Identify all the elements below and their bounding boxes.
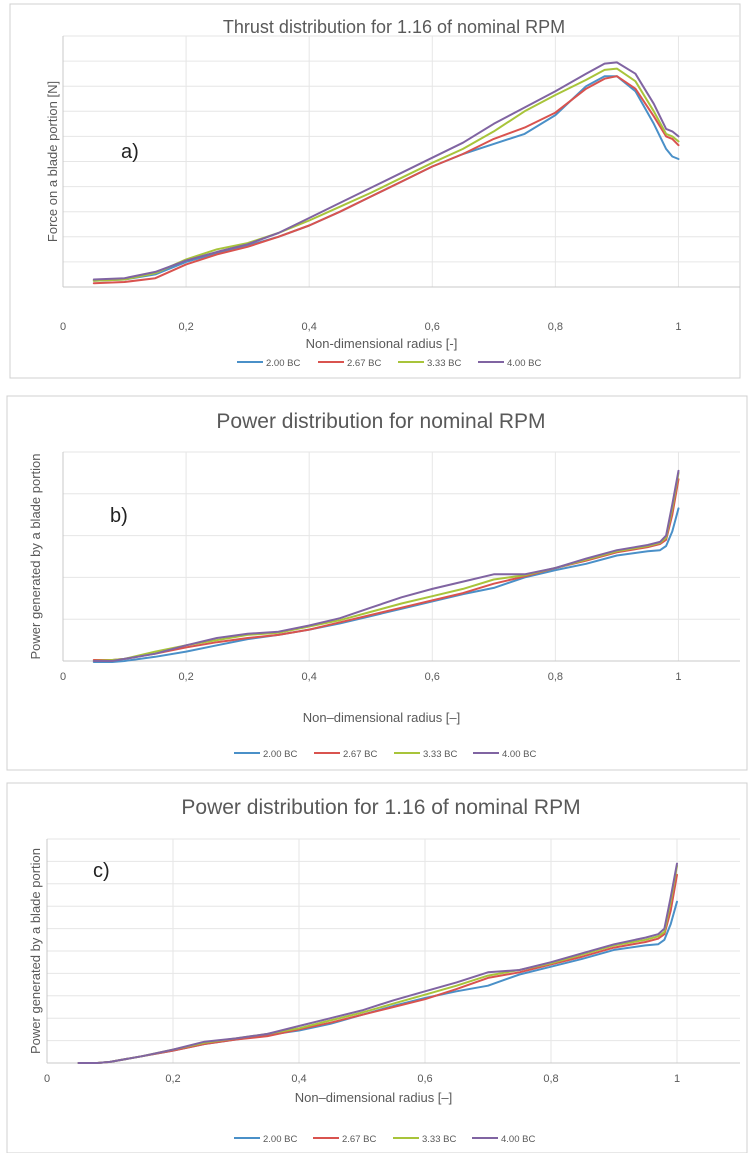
x-tick-label: 0,6: [425, 671, 440, 683]
series-line-4-00-bc: [92, 61, 680, 281]
x-tick-label: 0,2: [165, 1073, 180, 1085]
x-tick-label: 0,2: [178, 671, 193, 683]
series-line-3-33-bc: [92, 67, 680, 282]
series-line-4-00-bc: [77, 862, 678, 1064]
chart-panel-c: 0 0,2 0,4 0,6 0,8 1 Power distribution for 1.1…: [6, 782, 748, 1154]
x-tick-label: 1: [675, 321, 681, 333]
legend-label: 3.33 BC: [422, 1134, 456, 1145]
legend-label: 4.00 BC: [502, 749, 536, 760]
series-line-2-00-bc: [92, 507, 680, 663]
x-tick-label: 1: [675, 671, 681, 683]
y-axis-label: Power generated by a blade portion: [28, 454, 43, 660]
x-tick-label: 0,4: [302, 671, 317, 683]
legend-label: 2.00 BC: [263, 1134, 297, 1145]
chart-panel-a: 0 0,2 0,4 0,6 0,8 1 Thrust distribution for 1.…: [9, 3, 741, 379]
legend-label: 4.00 BC: [507, 358, 541, 369]
legend-label: 2.67 BC: [343, 749, 377, 760]
x-tick-label: 0,8: [543, 1073, 558, 1085]
series-line-4-00-bc: [92, 469, 680, 662]
x-tick-label: 0,8: [548, 321, 563, 333]
legend-label: 2.67 BC: [342, 1134, 376, 1145]
legend-label: 2.00 BC: [266, 358, 300, 369]
panel-label: b): [110, 505, 128, 527]
legend-label: 3.33 BC: [427, 358, 461, 369]
x-tick-label: 0,6: [425, 321, 440, 333]
x-tick-label: 0,2: [178, 321, 193, 333]
x-tick-label: 1: [674, 1073, 680, 1085]
x-axis-label: Non–dimensional radius [–]: [295, 1090, 453, 1105]
x-tick-label: 0: [60, 321, 66, 333]
x-tick-label: 0,4: [291, 1073, 306, 1085]
chart-panel-b: 0 0,2 0,4 0,6 0,8 1 Power distribution for nom…: [6, 395, 748, 771]
x-tick-label: 0,8: [548, 671, 563, 683]
series-line-2-67-bc: [92, 478, 680, 661]
chart-title: Power distribution for nominal RPM: [216, 410, 545, 433]
x-tick-label: 0,6: [417, 1073, 432, 1085]
panel-label: c): [93, 860, 110, 882]
x-tick-label: 0: [44, 1073, 50, 1085]
legend-label: 2.00 BC: [263, 749, 297, 760]
x-axis-label: Non-dimensional radius [-]: [306, 336, 458, 351]
legend-label: 2.67 BC: [347, 358, 381, 369]
x-axis-label: Non–dimensional radius [–]: [303, 710, 461, 725]
chart-title: Power distribution for 1.16 of nominal R…: [181, 796, 580, 819]
x-tick-label: 0,4: [302, 321, 317, 333]
legend-label: 4.00 BC: [501, 1134, 535, 1145]
y-axis-label: Force on a blade portion [N]: [45, 81, 60, 242]
chart-title: Thrust distribution for 1.16 of nominal …: [223, 17, 565, 37]
y-axis-label: Power generated by a blade portion: [28, 848, 43, 1054]
x-tick-label: 0: [60, 671, 66, 683]
legend-label: 3.33 BC: [423, 749, 457, 760]
panel-label: a): [121, 141, 139, 163]
chart-frame: [6, 395, 748, 771]
series-line-2-67-bc: [92, 75, 680, 285]
chart-frame: [6, 782, 748, 1154]
